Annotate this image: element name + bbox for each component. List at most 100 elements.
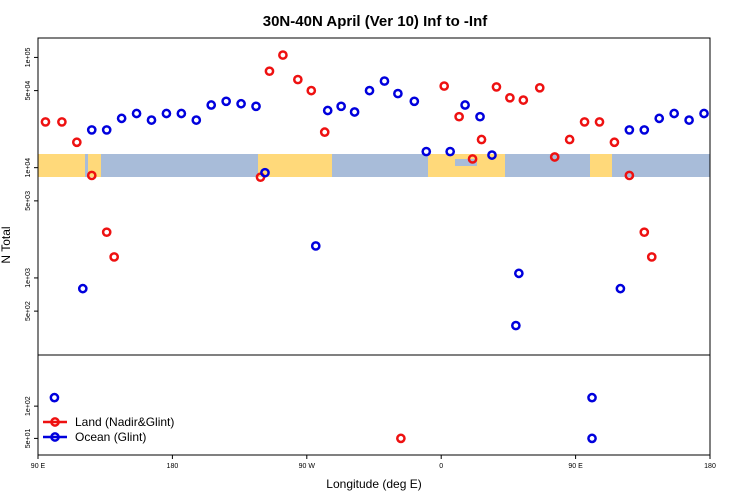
- map-land-north-america: [258, 154, 332, 177]
- land-point: [491, 82, 502, 92]
- ocean-point: [445, 146, 456, 157]
- land-point: [518, 95, 529, 105]
- ocean-point: [669, 108, 680, 119]
- x-tick-label: 90 E: [31, 463, 46, 470]
- land-point: [467, 154, 478, 164]
- x-tick-label: 180: [704, 463, 716, 470]
- land-point: [396, 433, 406, 444]
- land-point: [609, 137, 620, 148]
- land-point: [454, 111, 464, 122]
- legend-label-land: Land (Nadir&Glint): [75, 415, 174, 429]
- ocean-point: [310, 241, 321, 251]
- chart-title: 30N-40N April (Ver 10) Inf to -Inf: [263, 13, 488, 30]
- legend-label-ocean: Ocean (Glint): [75, 430, 146, 444]
- land-point: [579, 117, 590, 127]
- ocean-point: [511, 320, 521, 331]
- ocean-point: [379, 76, 390, 86]
- top-y-tick-label: 5e+03: [25, 191, 32, 211]
- ocean-point: [393, 88, 403, 99]
- ocean-point: [475, 111, 485, 122]
- land-point: [534, 82, 545, 93]
- world-map-strip: [38, 154, 710, 177]
- land-point: [306, 85, 317, 96]
- ocean-point: [176, 108, 187, 119]
- legend: Land (Nadir&Glint) Ocean (Glint): [43, 415, 174, 444]
- land-point: [57, 117, 67, 127]
- top-y-tick-label: 5e+04: [25, 81, 32, 101]
- land-point: [549, 152, 560, 162]
- land-point: [319, 127, 330, 137]
- ocean-point: [460, 100, 470, 110]
- ocean-point: [587, 392, 597, 403]
- ocean-point: [161, 108, 172, 119]
- land-point: [476, 134, 487, 145]
- land-point: [624, 170, 635, 181]
- bottom-y-tick-label: 1e+02: [25, 396, 32, 416]
- ocean-point: [654, 113, 665, 124]
- x-tick-label: 180: [167, 463, 179, 470]
- land-point: [439, 81, 450, 91]
- ocean-point: [86, 125, 97, 135]
- top-y-tick-label: 1e+03: [25, 268, 32, 288]
- ocean-point: [260, 167, 270, 178]
- land-point: [505, 92, 515, 103]
- x-tick-label: 0: [439, 463, 443, 470]
- land-point: [639, 227, 650, 238]
- ocean-point: [639, 125, 650, 135]
- ocean-point: [409, 96, 420, 107]
- ocean-point: [322, 105, 333, 116]
- map-land-asia-west: [38, 154, 85, 177]
- y-axis-label: N Total: [0, 226, 13, 263]
- ocean-point: [236, 98, 246, 109]
- ocean-point: [624, 125, 635, 135]
- map-ocean: [38, 154, 710, 177]
- land-point: [109, 252, 120, 262]
- ocean-point: [421, 146, 432, 157]
- ocean-point: [49, 392, 60, 403]
- ocean-point: [587, 433, 597, 444]
- ocean-point: [615, 283, 626, 294]
- ocean-point: [101, 125, 112, 135]
- ocean-point: [221, 96, 232, 107]
- ocean-point: [684, 115, 694, 125]
- land-point: [86, 170, 97, 181]
- ocean-point: [206, 100, 217, 110]
- ocean-point: [116, 113, 127, 124]
- ocean-point: [191, 115, 202, 125]
- top-y-tick-label: 1e+04: [25, 158, 32, 178]
- ocean-point: [251, 101, 261, 112]
- legend-marker-land: [50, 417, 60, 427]
- map-sea-inlet: [455, 159, 477, 166]
- land-point: [564, 134, 575, 145]
- x-tick-label: 90 E: [568, 463, 583, 470]
- ocean-point: [336, 101, 346, 112]
- land-point: [101, 227, 112, 238]
- top-y-axis-ticks: 1e+05 5e+04 1e+04 5e+03 1e+03 5e+02: [25, 47, 38, 321]
- ocean-point: [487, 150, 497, 160]
- x-tick-label: 90 W: [299, 463, 316, 470]
- land-point: [292, 74, 303, 85]
- land-point: [264, 66, 275, 77]
- x-axis-ticks: 90 E 180 90 W 0 90 E 180: [31, 455, 716, 470]
- ocean-point: [349, 107, 360, 117]
- top-y-tick-label: 5e+02: [25, 301, 32, 321]
- top-panel-frame: [37, 37, 711, 356]
- bottom-y-axis-ticks: 1e+02 5e+01: [25, 396, 38, 448]
- ocean-point: [146, 115, 157, 125]
- land-point: [71, 137, 82, 148]
- ocean-point: [77, 283, 88, 294]
- ocean-point: [699, 108, 709, 119]
- ocean-point: [364, 85, 375, 96]
- map-land-asia-coast-repeat: [590, 154, 612, 177]
- data-points: [40, 50, 709, 444]
- legend-marker-ocean: [50, 432, 60, 442]
- land-point: [278, 50, 288, 60]
- top-y-tick-label: 1e+05: [25, 47, 32, 67]
- x-axis-label: Longitude (deg E): [326, 477, 421, 491]
- land-point: [40, 117, 51, 127]
- land-point: [594, 117, 605, 127]
- bottom-panel-frame: [37, 354, 711, 456]
- ocean-point: [131, 108, 142, 119]
